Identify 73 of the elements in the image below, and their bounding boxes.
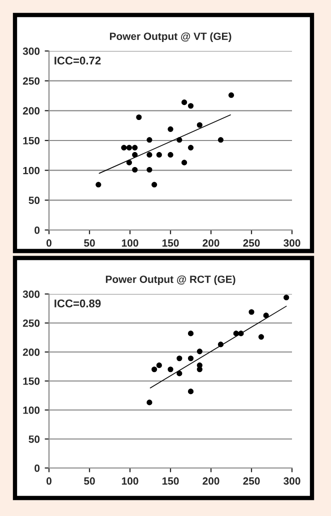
x-tick-label: 50 — [84, 239, 95, 247]
point — [176, 137, 182, 143]
point — [121, 144, 127, 150]
point — [156, 152, 162, 158]
point — [181, 160, 188, 166]
y-tick-label: 0 — [34, 226, 40, 234]
point — [146, 137, 152, 143]
point — [132, 166, 138, 173]
point — [218, 342, 224, 348]
y-tick-label: 200 — [22, 107, 40, 115]
y-tick-label: 300 — [22, 290, 40, 298]
point — [168, 366, 174, 372]
point — [188, 330, 194, 336]
point — [248, 309, 254, 315]
point — [176, 356, 182, 362]
x-tick-label: 250 — [243, 239, 260, 247]
point — [168, 126, 174, 132]
x-tick-label: 50 — [84, 477, 95, 485]
x-tick-label: 300 — [284, 477, 300, 485]
y-tick-label: 50 — [28, 196, 40, 204]
point — [233, 330, 239, 336]
point — [188, 388, 194, 394]
point — [263, 312, 269, 318]
point — [126, 144, 132, 150]
x-tick-label: 250 — [243, 477, 260, 485]
point — [238, 330, 244, 336]
point — [284, 294, 290, 300]
point — [218, 137, 224, 143]
x-tick-label: 100 — [122, 239, 138, 247]
point — [96, 182, 102, 188]
y-tick-label: 150 — [23, 137, 40, 144]
y-tick-label: 250 — [22, 77, 40, 85]
annotation: ICC=0.72 — [54, 56, 101, 65]
point — [196, 122, 202, 128]
y-tick-label: 150 — [23, 378, 40, 385]
y-tick-label: 300 — [22, 48, 40, 55]
x-tick-label: 0 — [46, 239, 52, 247]
point — [146, 152, 152, 158]
point — [136, 114, 142, 120]
point — [156, 362, 162, 368]
chart-title: Power Output @ VT (GE) — [110, 32, 232, 42]
point — [168, 152, 174, 158]
point — [196, 366, 202, 372]
point — [196, 348, 202, 354]
x-tick-label: 150 — [162, 477, 179, 485]
point — [132, 144, 138, 150]
x-tick-label: 0 — [46, 477, 52, 485]
point — [146, 400, 152, 406]
point — [228, 92, 234, 98]
point — [146, 166, 152, 173]
point — [181, 100, 188, 106]
point — [188, 356, 194, 362]
y-tick-label: 0 — [34, 464, 40, 472]
point — [258, 334, 264, 340]
point — [188, 103, 194, 109]
point — [188, 144, 194, 150]
x-tick-label: 200 — [202, 239, 220, 247]
chart-title: Power Output @ RCT (GE) — [106, 275, 236, 286]
annotation: ICC=0.89 — [54, 300, 101, 308]
y-tick-label: 200 — [22, 348, 40, 356]
point — [126, 160, 132, 166]
point — [152, 366, 158, 372]
y-tick-label: 50 — [28, 436, 40, 443]
point — [152, 182, 158, 188]
y-tick-label: 250 — [22, 320, 40, 327]
y-tick-label: 100 — [23, 406, 40, 414]
y-tick-label: 100 — [23, 166, 40, 174]
x-tick-label: 300 — [284, 239, 300, 247]
x-tick-label: 150 — [162, 239, 179, 247]
x-tick-label: 100 — [122, 477, 138, 485]
point — [176, 370, 182, 376]
x-tick-label: 200 — [202, 477, 220, 485]
point — [132, 152, 138, 158]
